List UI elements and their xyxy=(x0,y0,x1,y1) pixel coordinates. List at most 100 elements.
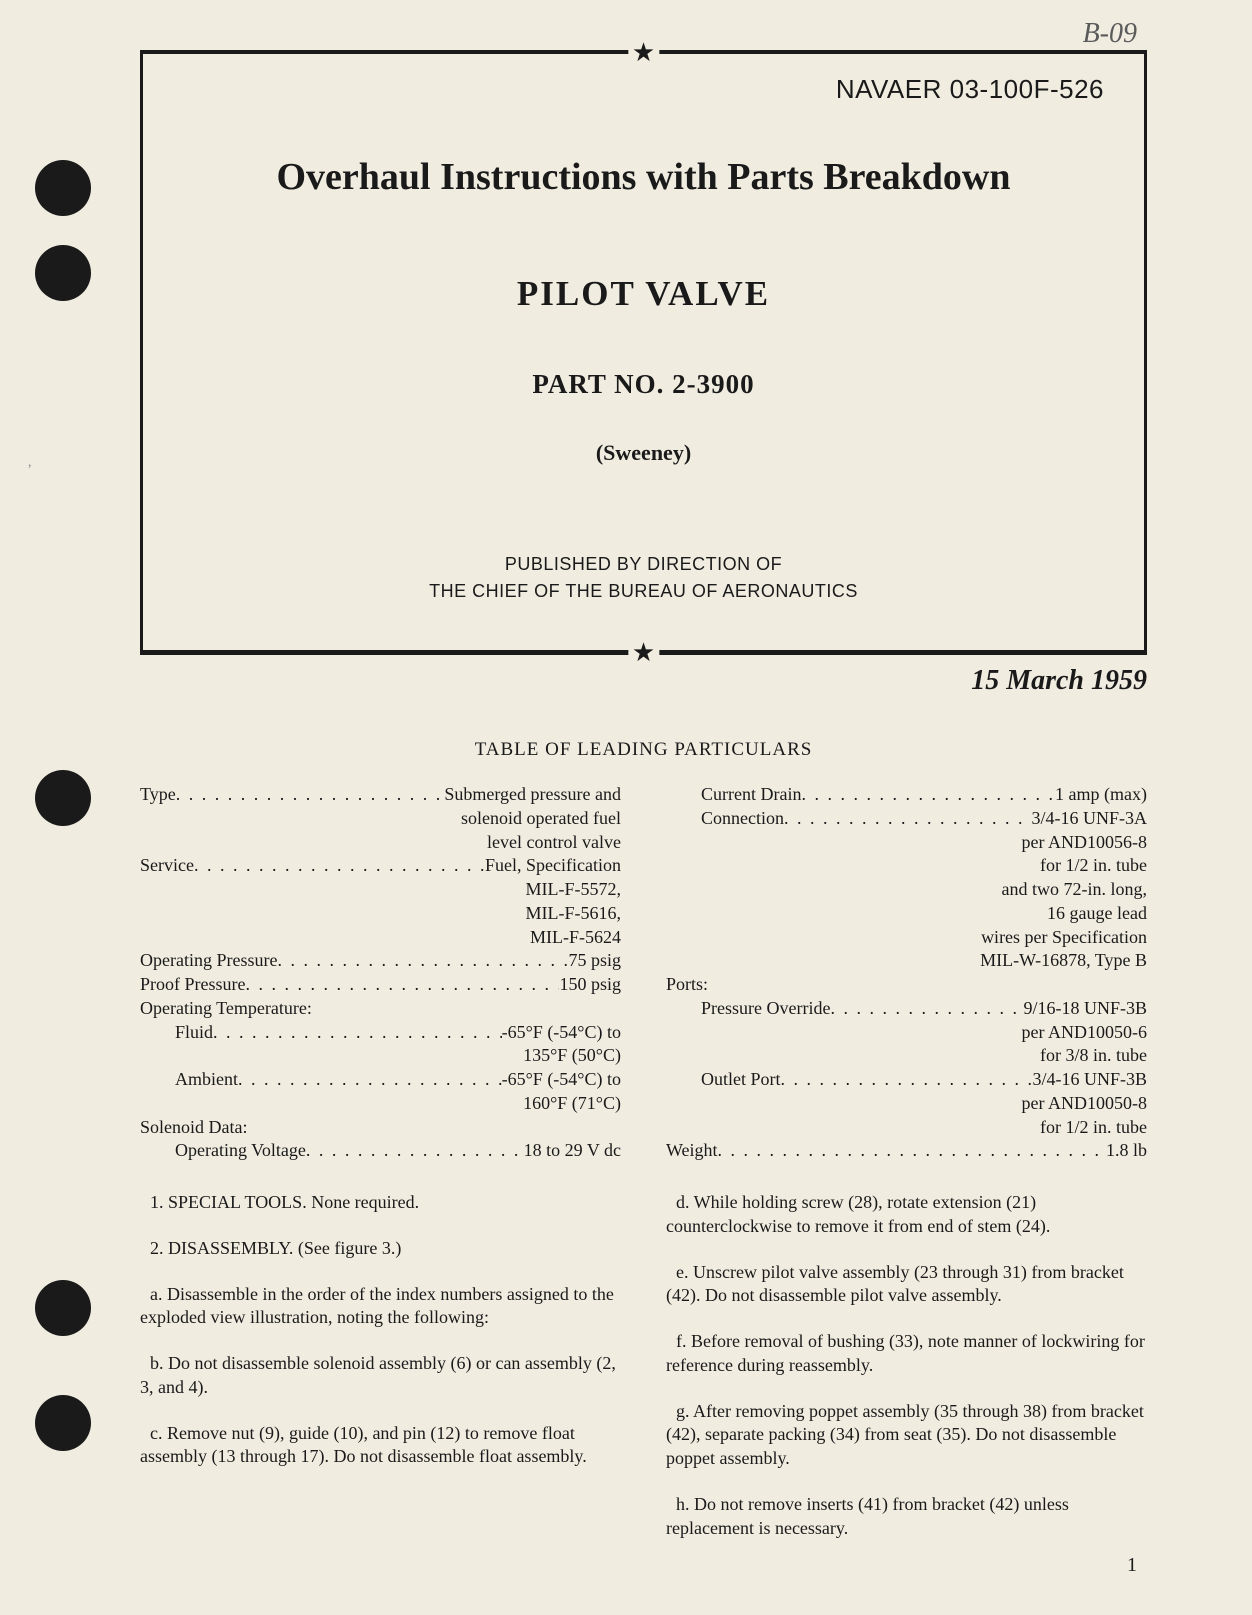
leader-dots xyxy=(718,1139,1106,1163)
leader-dots xyxy=(246,973,560,997)
leader-dots xyxy=(194,854,485,878)
right-column: Current Drain 1 amp (max)Connection 3/4-… xyxy=(666,783,1147,1163)
spec-continuation: 16 gauge lead xyxy=(666,902,1147,926)
published-by: PUBLISHED BY DIRECTION OF THE CHIEF OF T… xyxy=(183,551,1104,605)
spec-continuation: 135°F (50°C) xyxy=(140,1044,621,1068)
page-number: 1 xyxy=(1127,1554,1137,1577)
leader-dots xyxy=(277,949,568,973)
spec-row: Ambient -65°F (-54°C) to xyxy=(140,1068,621,1092)
leader-dots xyxy=(781,1068,1033,1092)
spec-row: Service Fuel, Specification xyxy=(140,854,621,878)
right-body-column: d. While holding screw (28), rotate exte… xyxy=(666,1163,1147,1540)
particulars-heading: TABLE OF LEADING PARTICULARS xyxy=(140,739,1147,761)
main-title: Overhaul Instructions with Parts Breakdo… xyxy=(183,155,1104,199)
body-paragraph: b. Do not disassemble solenoid assembly … xyxy=(140,1352,621,1400)
leader-dots xyxy=(830,997,1023,1021)
body-paragraph: h. Do not remove inserts (41) from brack… xyxy=(666,1493,1147,1541)
spec-row: Pressure Override 9/16-18 UNF-3B xyxy=(666,997,1147,1021)
spec-label: Current Drain xyxy=(701,783,801,807)
spec-value: 3/4-16 UNF-3B xyxy=(1032,1068,1147,1092)
spec-value: Submerged pressure and xyxy=(444,783,621,807)
spec-label: Weight xyxy=(666,1139,718,1163)
spec-value: 150 psig xyxy=(559,973,621,997)
publication-date: 15 March 1959 xyxy=(140,665,1147,697)
spec-row: Current Drain 1 amp (max) xyxy=(666,783,1147,807)
spec-row: Operating Pressure 75 psig xyxy=(140,949,621,973)
leader-dots xyxy=(176,783,445,807)
spec-value: 18 to 29 V dc xyxy=(524,1139,621,1163)
body-paragraph: d. While holding screw (28), rotate exte… xyxy=(666,1191,1147,1239)
published-line-2: THE CHIEF OF THE BUREAU OF AERONAUTICS xyxy=(429,581,858,601)
spec-continuation: level control valve xyxy=(140,831,621,855)
spec-label: Operating Voltage xyxy=(175,1139,306,1163)
spec-continuation: MIL-F-5616, xyxy=(140,902,621,926)
title-box: ★ ★ NAVAER 03-100F-526 Overhaul Instruct… xyxy=(140,50,1147,655)
spec-section-header: Operating Temperature: xyxy=(140,997,621,1021)
body-paragraph: c. Remove nut (9), guide (10), and pin (… xyxy=(140,1422,621,1470)
punch-hole xyxy=(35,1395,91,1451)
spec-label: Outlet Port xyxy=(701,1068,781,1092)
body-paragraph: f. Before removal of bushing (33), note … xyxy=(666,1330,1147,1378)
spec-continuation: MIL-F-5624 xyxy=(140,926,621,950)
spec-value: Fuel, Specification xyxy=(485,854,621,878)
scan-artifact: , xyxy=(28,455,32,470)
particulars-columns: Type Submerged pressure andsolenoid oper… xyxy=(140,783,1147,1163)
spec-continuation: 160°F (71°C) xyxy=(140,1092,621,1116)
document-page: B-09 ★ ★ NAVAER 03-100F-526 Overhaul Ins… xyxy=(0,0,1252,1615)
left-column: Type Submerged pressure andsolenoid oper… xyxy=(140,783,621,1163)
body-columns: 1. SPECIAL TOOLS. None required. 2. DISAS… xyxy=(140,1163,1147,1540)
spec-value: -65°F (-54°C) to xyxy=(502,1021,621,1045)
subtitle: PILOT VALVE xyxy=(183,274,1104,314)
body-paragraph: 1. SPECIAL TOOLS. None required. xyxy=(140,1191,621,1215)
spec-continuation: wires per Specification xyxy=(666,926,1147,950)
spec-continuation: MIL-W-16878, Type B xyxy=(666,949,1147,973)
spec-continuation: for 1/2 in. tube xyxy=(666,1116,1147,1140)
spec-continuation: solenoid operated fuel xyxy=(140,807,621,831)
spec-continuation: per AND10050-8 xyxy=(666,1092,1147,1116)
punch-hole xyxy=(35,160,91,216)
spec-label: Operating Pressure xyxy=(140,949,277,973)
leader-dots xyxy=(213,1021,502,1045)
spec-row: Outlet Port 3/4-16 UNF-3B xyxy=(666,1068,1147,1092)
spec-row: Type Submerged pressure and xyxy=(140,783,621,807)
leader-dots xyxy=(801,783,1055,807)
punch-hole xyxy=(35,245,91,301)
spec-label: Pressure Override xyxy=(701,997,830,1021)
spec-row: Proof Pressure 150 psig xyxy=(140,973,621,997)
punch-hole xyxy=(35,1280,91,1336)
handwritten-annotation: B-09 xyxy=(1083,18,1137,50)
spec-continuation: per AND10050-6 xyxy=(666,1021,1147,1045)
spec-label: Fluid xyxy=(175,1021,213,1045)
spec-row: Operating Voltage 18 to 29 V dc xyxy=(140,1139,621,1163)
leader-dots xyxy=(238,1068,502,1092)
spec-row: Connection 3/4-16 UNF-3A xyxy=(666,807,1147,831)
body-paragraph: 2. DISASSEMBLY. (See figure 3.) xyxy=(140,1237,621,1261)
spec-label: Connection xyxy=(701,807,784,831)
document-number: NAVAER 03-100F-526 xyxy=(183,74,1104,105)
spec-label: Proof Pressure xyxy=(140,973,246,997)
star-bottom-icon: ★ xyxy=(628,640,659,666)
spec-continuation: per AND10056-8 xyxy=(666,831,1147,855)
spec-value: -65°F (-54°C) to xyxy=(502,1068,621,1092)
star-top-icon: ★ xyxy=(628,40,659,66)
leader-dots xyxy=(784,807,1032,831)
spec-label: Type xyxy=(140,783,176,807)
spec-value: 9/16-18 UNF-3B xyxy=(1023,997,1147,1021)
leader-dots xyxy=(306,1139,524,1163)
spec-section-header: Solenoid Data: xyxy=(140,1116,621,1140)
punch-hole xyxy=(35,770,91,826)
spec-continuation: for 1/2 in. tube xyxy=(666,854,1147,878)
spec-row: Fluid -65°F (-54°C) to xyxy=(140,1021,621,1045)
spec-section-header: Ports: xyxy=(666,973,1147,997)
spec-value: 3/4-16 UNF-3A xyxy=(1032,807,1148,831)
spec-value: 1 amp (max) xyxy=(1055,783,1147,807)
manufacturer: (Sweeney) xyxy=(183,440,1104,466)
left-body-column: 1. SPECIAL TOOLS. None required. 2. DISAS… xyxy=(140,1163,621,1540)
spec-continuation: and two 72-in. long, xyxy=(666,878,1147,902)
spec-row: Weight 1.8 lb xyxy=(666,1139,1147,1163)
spec-value: 1.8 lb xyxy=(1106,1139,1147,1163)
part-number: PART NO. 2-3900 xyxy=(183,369,1104,400)
body-paragraph: e. Unscrew pilot valve assembly (23 thro… xyxy=(666,1261,1147,1309)
spec-label: Service xyxy=(140,854,194,878)
body-paragraph: a. Disassemble in the order of the index… xyxy=(140,1283,621,1331)
